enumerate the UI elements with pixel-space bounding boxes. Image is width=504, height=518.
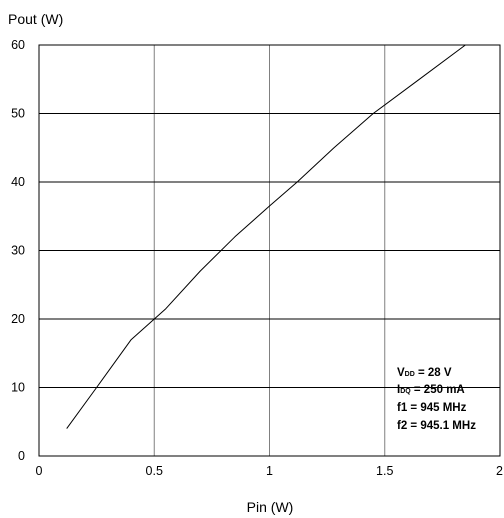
series-group	[66, 44, 466, 429]
y-tick-label: 50	[11, 107, 25, 121]
annotation-idq: IDQ = 250 mA	[397, 384, 465, 396]
y-tick-label: 20	[11, 312, 25, 326]
annotation-f2: f2 = 945.1 MHz	[397, 420, 476, 432]
pout-curve-line-0	[66, 44, 466, 429]
y-tick-label: 60	[11, 38, 25, 52]
y-tick-label: 10	[11, 381, 25, 395]
y-tick-label: 0	[18, 449, 25, 463]
x-tick-label: 0.5	[146, 464, 163, 478]
conditions-annotation: VDD = 28 V IDQ = 250 mA f1 = 945 MHz f2 …	[397, 367, 476, 432]
annotation-vdd: VDD = 28 V	[397, 367, 452, 379]
annotation-f1: f1 = 945 MHz	[397, 402, 467, 414]
y-tick-label: 30	[11, 244, 25, 258]
y-tick-label: 40	[11, 175, 25, 189]
grid-lines	[39, 45, 500, 456]
x-tick-label: 0	[36, 464, 43, 478]
x-tick-label: 1.5	[376, 464, 393, 478]
plot-frame	[38, 44, 501, 457]
y-tick-labels: 0 10 20 30 40 50 60	[11, 38, 25, 463]
y-axis-label: Pout (W)	[8, 11, 63, 27]
x-tick-label: 2	[496, 464, 503, 478]
x-tick-labels: 0 0.5 1 1.5 2	[36, 464, 504, 478]
x-axis-label: Pin (W)	[247, 499, 294, 515]
x-tick-label: 1	[266, 464, 273, 478]
